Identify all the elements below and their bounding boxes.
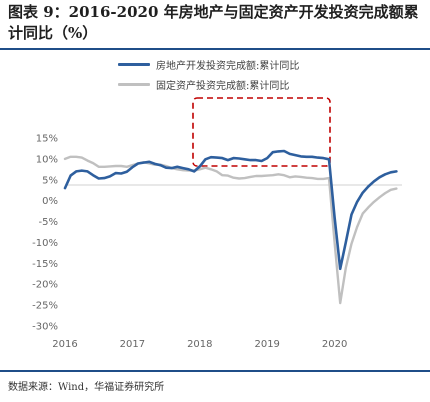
legend-swatch-real-estate (118, 62, 150, 66)
x-tick-label: 2019 (254, 339, 279, 350)
y-tick-label: 10% (36, 154, 58, 165)
x-tick-label: 2016 (52, 339, 77, 350)
legend-item-real-estate: 房地产开发投资完成额:累计同比 (118, 54, 299, 74)
highlight-box (192, 97, 331, 167)
y-tick-label: -5% (39, 217, 58, 228)
series-line-real-estate (63, 149, 398, 271)
y-tick-label: -30% (32, 322, 58, 333)
legend-label-real-estate: 房地产开发投资完成额:累计同比 (156, 60, 300, 72)
y-tick-label: -25% (32, 301, 58, 312)
bottom-rule (0, 370, 430, 372)
x-tick-label: 2017 (120, 339, 145, 350)
x-tick-label: 2020 (322, 339, 347, 350)
source-note: 数据来源：Wind，华福证券研究所 (8, 382, 165, 393)
y-tick-label: -10% (32, 238, 58, 249)
legend-item-fixed-asset: 固定资产投资完成额:累计同比 (118, 74, 299, 94)
series-lines (63, 149, 398, 305)
series-line-fixed-asset (63, 155, 398, 305)
legend-swatch-fixed-asset (118, 82, 150, 86)
y-tick-label: 15% (36, 134, 58, 145)
legend: 房地产开发投资完成额:累计同比 固定资产投资完成额:累计同比 (118, 54, 299, 94)
legend-label-fixed-asset: 固定资产投资完成额:累计同比 (156, 80, 290, 92)
chart-title: 图表 9：2016-2020 年房地产与固定资产开发投资完成额累计同比（%） (8, 3, 419, 42)
y-tick-label: 5% (42, 175, 58, 186)
x-axis: 2016 2017 2018 2019 2020 (52, 339, 347, 350)
y-axis: 15% 10% 5% 0% -5% -10% -15% -20% -25% -30% (32, 134, 58, 333)
y-tick-label: 0% (42, 196, 58, 207)
y-tick-label: -15% (32, 259, 58, 270)
top-rule (0, 48, 430, 50)
x-tick-label: 2018 (187, 339, 212, 350)
y-tick-label: -20% (32, 280, 58, 291)
